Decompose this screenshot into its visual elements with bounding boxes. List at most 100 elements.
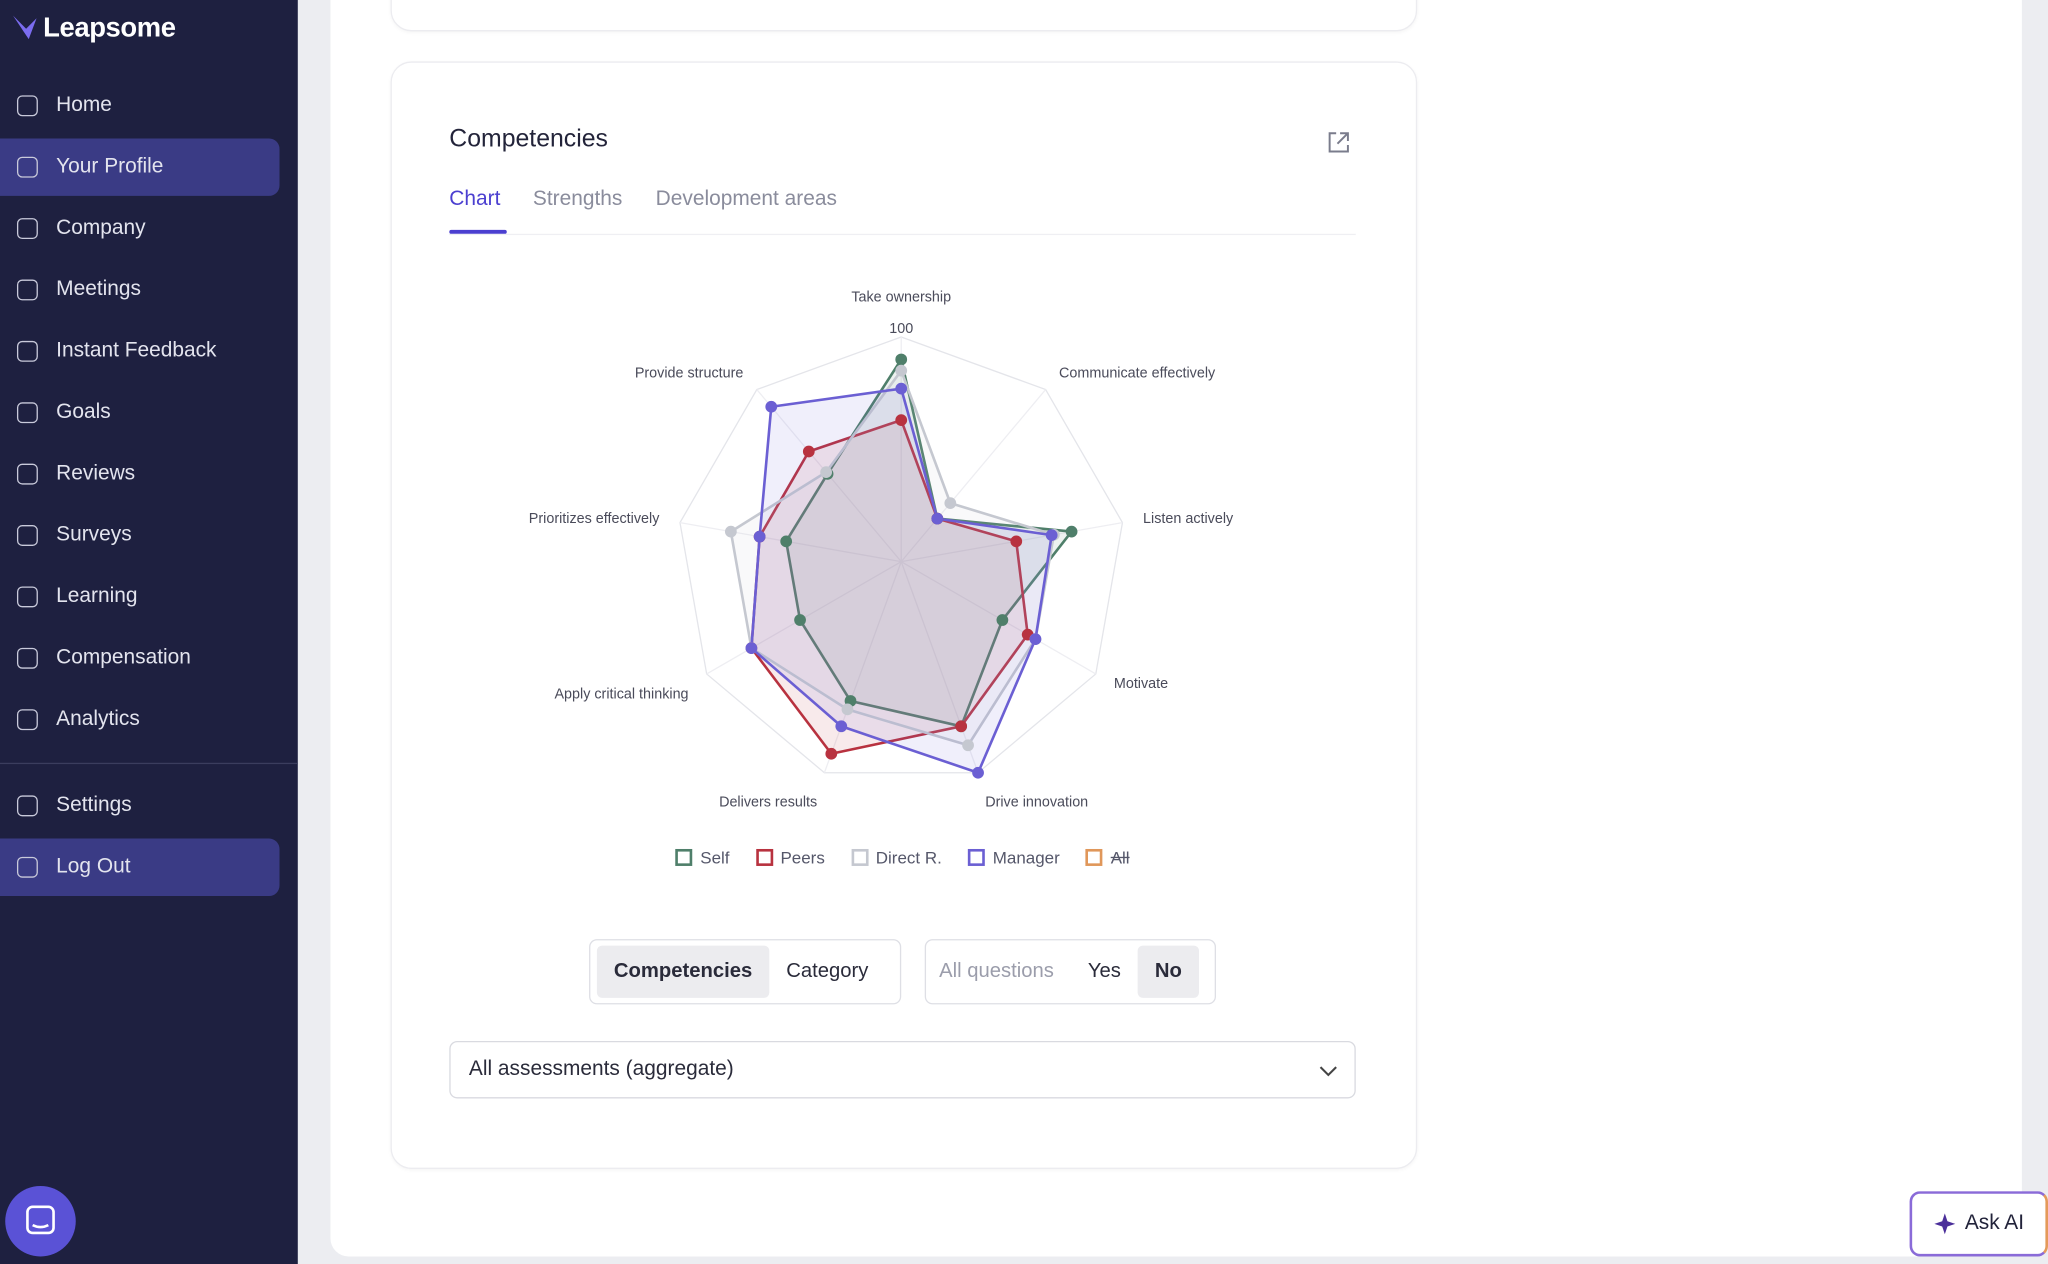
legend-label: All [1110, 847, 1130, 868]
series-area [750, 387, 1053, 775]
tab[interactable]: Development areas [655, 188, 837, 211]
data-point [724, 525, 737, 538]
view-toggle: Competencies Category [589, 939, 902, 1005]
nav-item[interactable]: Compensation [0, 630, 280, 687]
data-point [895, 382, 908, 395]
legend-item[interactable]: Manager [967, 847, 1060, 868]
series-area [729, 369, 1056, 747]
nav-item[interactable]: Settings [0, 777, 280, 834]
data-point [944, 497, 957, 509]
data-point [753, 530, 766, 543]
nav-icon [16, 647, 38, 669]
nav-item[interactable]: Goals [0, 384, 280, 441]
nav-icon [16, 279, 38, 301]
nav-label: Home [56, 94, 112, 117]
nav-item[interactable]: Instant Feedback [0, 323, 280, 380]
data-point [820, 466, 833, 479]
nav-icon [16, 525, 38, 546]
nav-item[interactable]: Learning [0, 568, 280, 625]
nav-item[interactable]: Analytics [0, 691, 280, 748]
axis-label: Prioritizes effectively [529, 511, 660, 527]
sparkle-icon [1934, 1213, 1956, 1235]
logo-icon [13, 15, 37, 40]
axis-label: Drive innovation [985, 795, 1088, 811]
data-point [765, 400, 778, 413]
tab[interactable]: Chart [449, 188, 501, 211]
nav-label: Company [56, 216, 146, 240]
competencies-card [390, 61, 1418, 1169]
radar-chart: 100 Take ownership Communicate effectively… [529, 290, 1234, 811]
nav-icon [16, 586, 38, 608]
spoke [900, 389, 1047, 563]
open-external[interactable] [1326, 129, 1352, 155]
nav-label: Log Out [56, 855, 131, 878]
toggle-option[interactable]: Yes [1087, 959, 1121, 983]
nav-label: Meetings [56, 278, 141, 301]
data-point [895, 414, 908, 426]
previous-card [390, 0, 1418, 32]
data-point [802, 445, 815, 458]
legend-item[interactable]: Peers [755, 847, 825, 868]
legend-label: Peers [780, 847, 825, 868]
nav-item[interactable]: Surveys [0, 507, 280, 564]
legend-item[interactable]: Self [675, 848, 730, 867]
chevron [1319, 1066, 1337, 1077]
logo: Leapsome [43, 13, 176, 44]
nav-item[interactable]: Meetings [0, 261, 280, 318]
nav-item[interactable]: Company [0, 200, 280, 257]
tab-underline [449, 229, 507, 234]
assessment-select[interactable]: All assessments (aggregate) [449, 1040, 1356, 1099]
nav-item[interactable]: Log Out [0, 838, 280, 896]
legend-item[interactable]: All [1085, 847, 1130, 868]
spoke [823, 561, 902, 773]
ask-ai-button[interactable]: Ask AI [1909, 1191, 2048, 1257]
data-point [962, 739, 974, 752]
nav-label: Compensation [56, 646, 191, 669]
toggle-option[interactable]: All questions [939, 959, 1054, 983]
nav-item[interactable]: Home [0, 77, 280, 134]
axis-label: Communicate effectively [1059, 365, 1216, 381]
toggle-option[interactable]: No [1137, 945, 1199, 998]
questions-toggle: All questions Yes No [924, 939, 1216, 1005]
select-value: All assessments (aggregate) [468, 1057, 734, 1081]
legend-swatch [1085, 848, 1103, 866]
separator [0, 762, 298, 765]
axis-label: Motivate [1114, 676, 1168, 692]
grid-ring [679, 336, 1124, 774]
chat-icon [26, 1205, 55, 1235]
data-point [895, 364, 908, 377]
legend-swatch [967, 848, 985, 866]
nav-item[interactable]: Your Profile [0, 138, 280, 196]
nav-item[interactable]: Reviews [0, 445, 280, 502]
data-point [825, 747, 838, 760]
toggle-option[interactable]: Category [786, 959, 869, 983]
data-point [1010, 535, 1023, 548]
nav-icon [16, 156, 38, 178]
data-point [1065, 525, 1078, 538]
legend-label: Manager [992, 847, 1060, 868]
legend-item[interactable]: Direct R. [850, 848, 942, 867]
axis-label: Listen actively [1143, 511, 1234, 527]
legend-swatch [675, 848, 693, 866]
chat-launcher[interactable] [5, 1185, 76, 1257]
nav-label: Instant Feedback [56, 339, 217, 362]
nav-label: Goals [56, 400, 111, 424]
legend-swatch [755, 848, 773, 866]
data-point [794, 614, 806, 626]
legend-swatch [850, 848, 868, 866]
data-point [996, 614, 1009, 626]
data-point [780, 535, 793, 548]
nav-label: Analytics [56, 707, 140, 731]
ask-ai-label: Ask AI [1964, 1212, 2025, 1235]
nav-icon [16, 856, 38, 878]
tab[interactable]: Strengths [532, 188, 623, 211]
nav-icon [16, 795, 38, 817]
data-point [1045, 529, 1058, 541]
data-point [972, 766, 984, 779]
nav-label: Reviews [56, 462, 136, 485]
data-point [955, 720, 968, 733]
data-point [931, 512, 944, 525]
toggle-option[interactable]: Competencies [596, 945, 770, 998]
